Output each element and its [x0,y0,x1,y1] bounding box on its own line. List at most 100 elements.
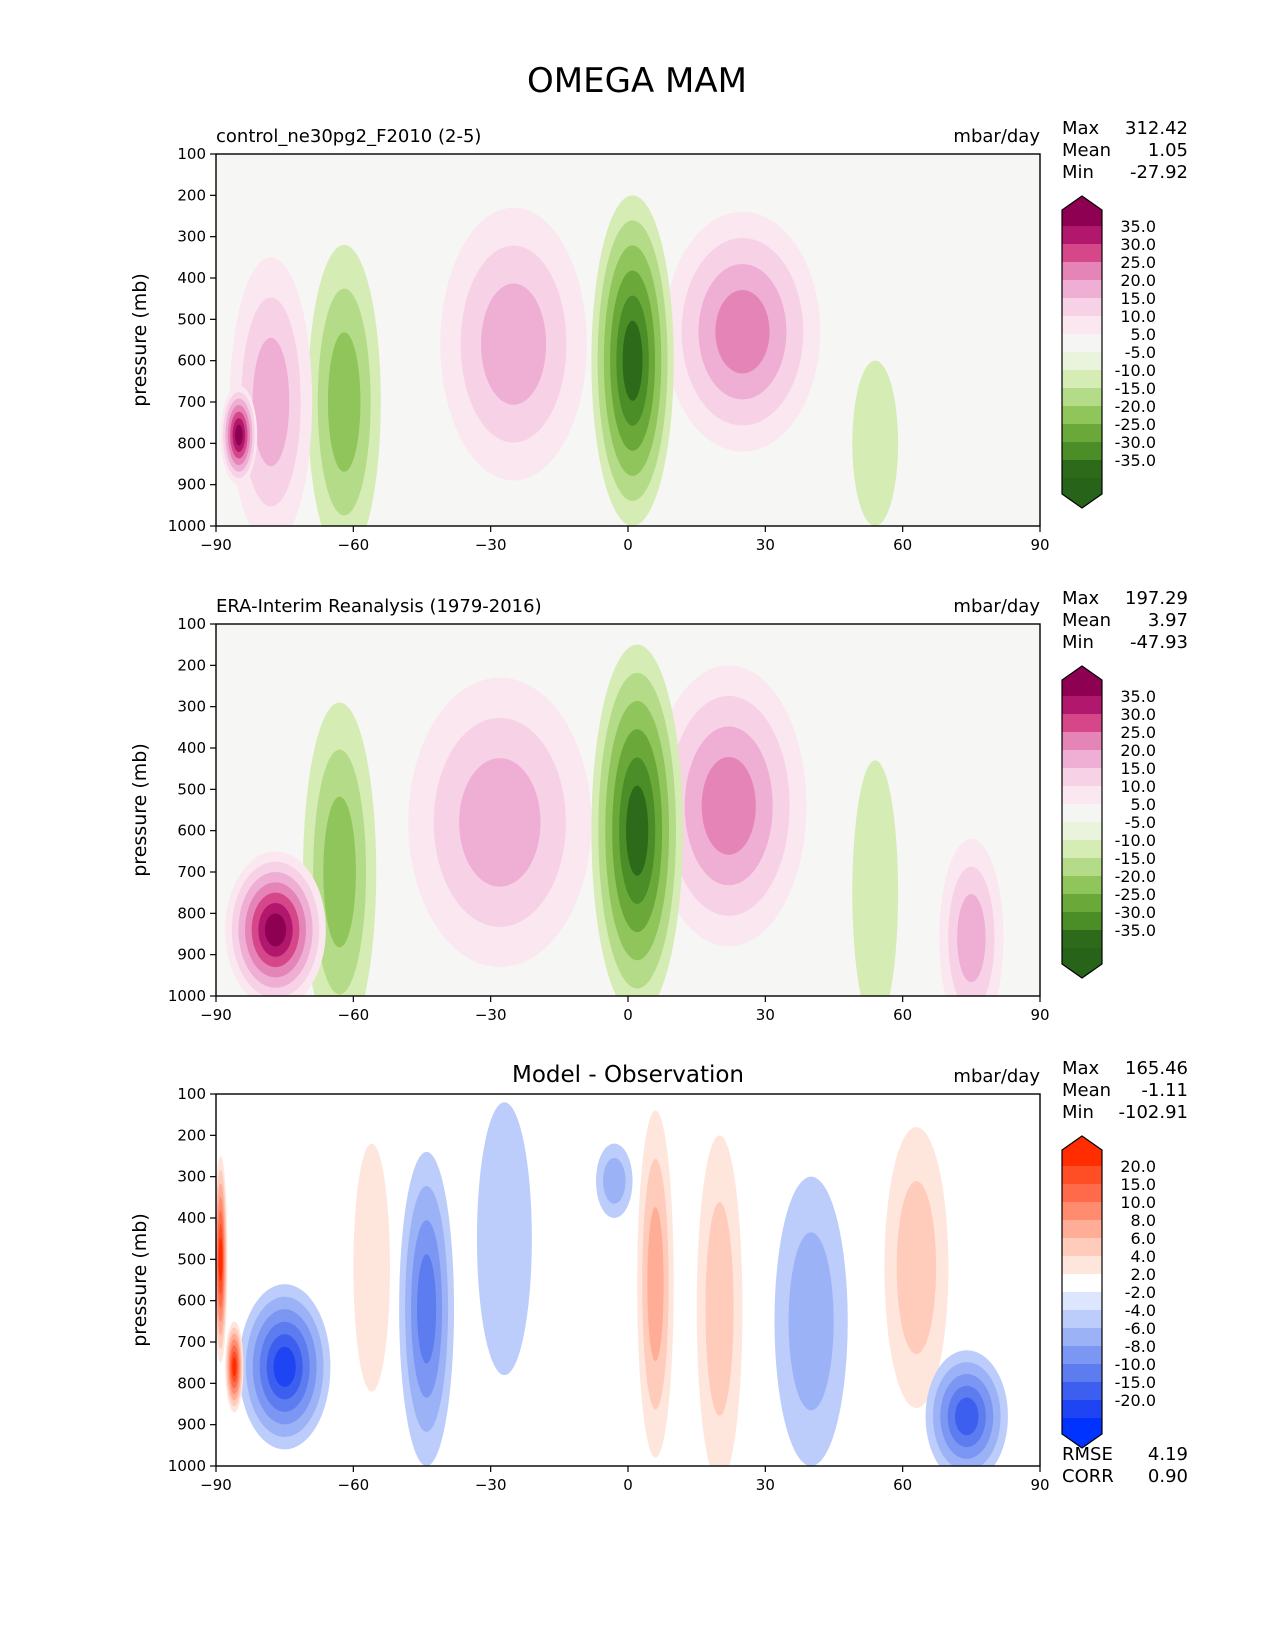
colorbar-outline [1061,195,1103,509]
colorbar-label: -35.0 [1115,451,1156,470]
colorbar-swatch [1062,858,1102,877]
stat-label: Mean [1062,610,1111,631]
y-tick-label: 900 [177,946,206,964]
colorbar-label: -4.0 [1125,1301,1156,1320]
colorbar-label: 5.0 [1131,795,1156,814]
y-tick-label: 800 [177,434,206,452]
x-tick-label: 0 [623,1006,633,1024]
contour-level-9-1 [353,1143,390,1392]
y-tick-label: 500 [177,780,206,798]
stat-label: Mean [1062,140,1111,161]
x-tick-label: 90 [1030,1476,1049,1494]
contour-level-4-2 [602,1157,626,1204]
colorbar-label: -10.0 [1115,831,1156,850]
y-tick-label: 700 [177,863,206,881]
colorbar-swatch [1062,1364,1102,1383]
colorbar-swatch [1062,262,1102,281]
figure-title: OMEGA MAM [527,61,747,101]
x-tick-label: 60 [893,1476,912,1494]
colorbar-label: 10.0 [1120,1193,1156,1212]
colorbar-label: -35.0 [1115,921,1156,940]
y-tick-label: 600 [177,822,206,840]
y-tick-label: 700 [177,1333,206,1351]
contour-fills [220,195,899,526]
contour-level-8-5 [954,1397,979,1436]
colorbar-swatch [1062,388,1102,407]
colorbar-label: -10.0 [1115,361,1156,380]
colorbar-swatch [1062,1382,1102,1401]
y-axis-label: pressure (mb) [129,743,151,877]
colorbar: 35.030.025.020.015.010.05.0-5.0-10.0-15.… [1061,665,1156,979]
contour-level-3-3 [459,758,541,887]
y-tick-label: 300 [177,228,206,246]
contour-level-4-3 [327,332,361,472]
colorbar-label: 30.0 [1120,705,1156,724]
y-tick-label: 700 [177,393,206,411]
x-tick-label: −90 [200,536,232,554]
x-tick-label: 0 [623,1476,633,1494]
colorbar-label: 30.0 [1120,235,1156,254]
colorbar-swatch [1062,1238,1102,1257]
colorbar-swatch [1062,1202,1102,1221]
colorbar-label: -30.0 [1115,903,1156,922]
colorbar-swatch [1062,894,1102,913]
y-tick-label: 100 [177,145,206,163]
stat-label: Max [1062,118,1100,139]
colorbar-label: -15.0 [1115,1373,1156,1392]
contour-level-5-7 [264,913,287,947]
x-tick-label: 30 [756,1006,775,1024]
colorbar-label: -5.0 [1125,343,1156,362]
x-tick-label: 90 [1030,1006,1049,1024]
contour-fills [225,644,1004,996]
colorbar-label: -20.0 [1115,1391,1156,1410]
colorbar-swatch [1062,804,1102,823]
stat-value: 3.97 [1148,610,1188,631]
stat-value: 4.19 [1148,1444,1188,1465]
colorbar-label: -6.0 [1125,1319,1156,1338]
contour-level-11-7 [218,1237,223,1282]
stat-value: -1.11 [1141,1080,1188,1101]
y-tick-label: 400 [177,1209,206,1227]
colorbar-swatch [1062,1274,1102,1293]
colorbar-label: 15.0 [1120,289,1156,308]
stat-label: Max [1062,588,1100,609]
panel-title: Model - Observation [512,1062,744,1088]
colorbar-swatch [1062,1328,1102,1347]
colorbar-label: 15.0 [1120,1175,1156,1194]
y-tick-label: 900 [177,1416,206,1434]
colorbar-label: -15.0 [1115,849,1156,868]
y-tick-label: 900 [177,476,206,494]
stat-label: Max [1062,1058,1100,1079]
x-tick-label: −60 [338,1006,370,1024]
contour-level-12-7 [232,1357,237,1377]
chart-panel-2: −90 −60 −30 0 30 60 90 100 200 300 400 500 600 700 800… [129,588,1188,1024]
colorbar-swatch [1062,1310,1102,1329]
colorbar-label: 35.0 [1120,217,1156,236]
colorbar-swatch [1062,912,1102,931]
colorbar-label: 6.0 [1131,1229,1156,1248]
colorbar-label: -2.0 [1125,1283,1156,1302]
x-tick-label: −60 [338,1476,370,1494]
colorbar-swatch [1062,714,1102,733]
x-tick-label: −30 [475,1476,507,1494]
colorbar-label: -30.0 [1115,433,1156,452]
colorbar-swatch [1062,1346,1102,1365]
stat-value: 1.05 [1148,140,1188,161]
y-tick-label: 300 [177,698,206,716]
stat-label: Mean [1062,1080,1111,1101]
y-tick-label: 200 [177,1126,206,1144]
y-tick-label: 1000 [168,517,206,535]
colorbar-label: 2.0 [1131,1265,1156,1284]
x-tick-label: 60 [893,536,912,554]
y-tick-label: 300 [177,1168,206,1186]
y-tick-label: 800 [177,904,206,922]
colorbar-swatch [1062,1256,1102,1275]
colorbar-swatch [1062,732,1102,751]
chart-panel-3: −90 −60 −30 0 30 60 90 100 200 300 400 500 600 700 800… [129,1058,1188,1494]
stat-value: -102.91 [1119,1102,1188,1123]
colorbar-swatch [1062,1166,1102,1185]
colorbar: 20.015.010.08.06.04.02.0-2.0-4.0-6.0-8.0… [1061,1135,1156,1449]
x-tick-label: 30 [756,1476,775,1494]
colorbar-label: 5.0 [1131,325,1156,344]
stat-label: CORR [1062,1466,1114,1487]
